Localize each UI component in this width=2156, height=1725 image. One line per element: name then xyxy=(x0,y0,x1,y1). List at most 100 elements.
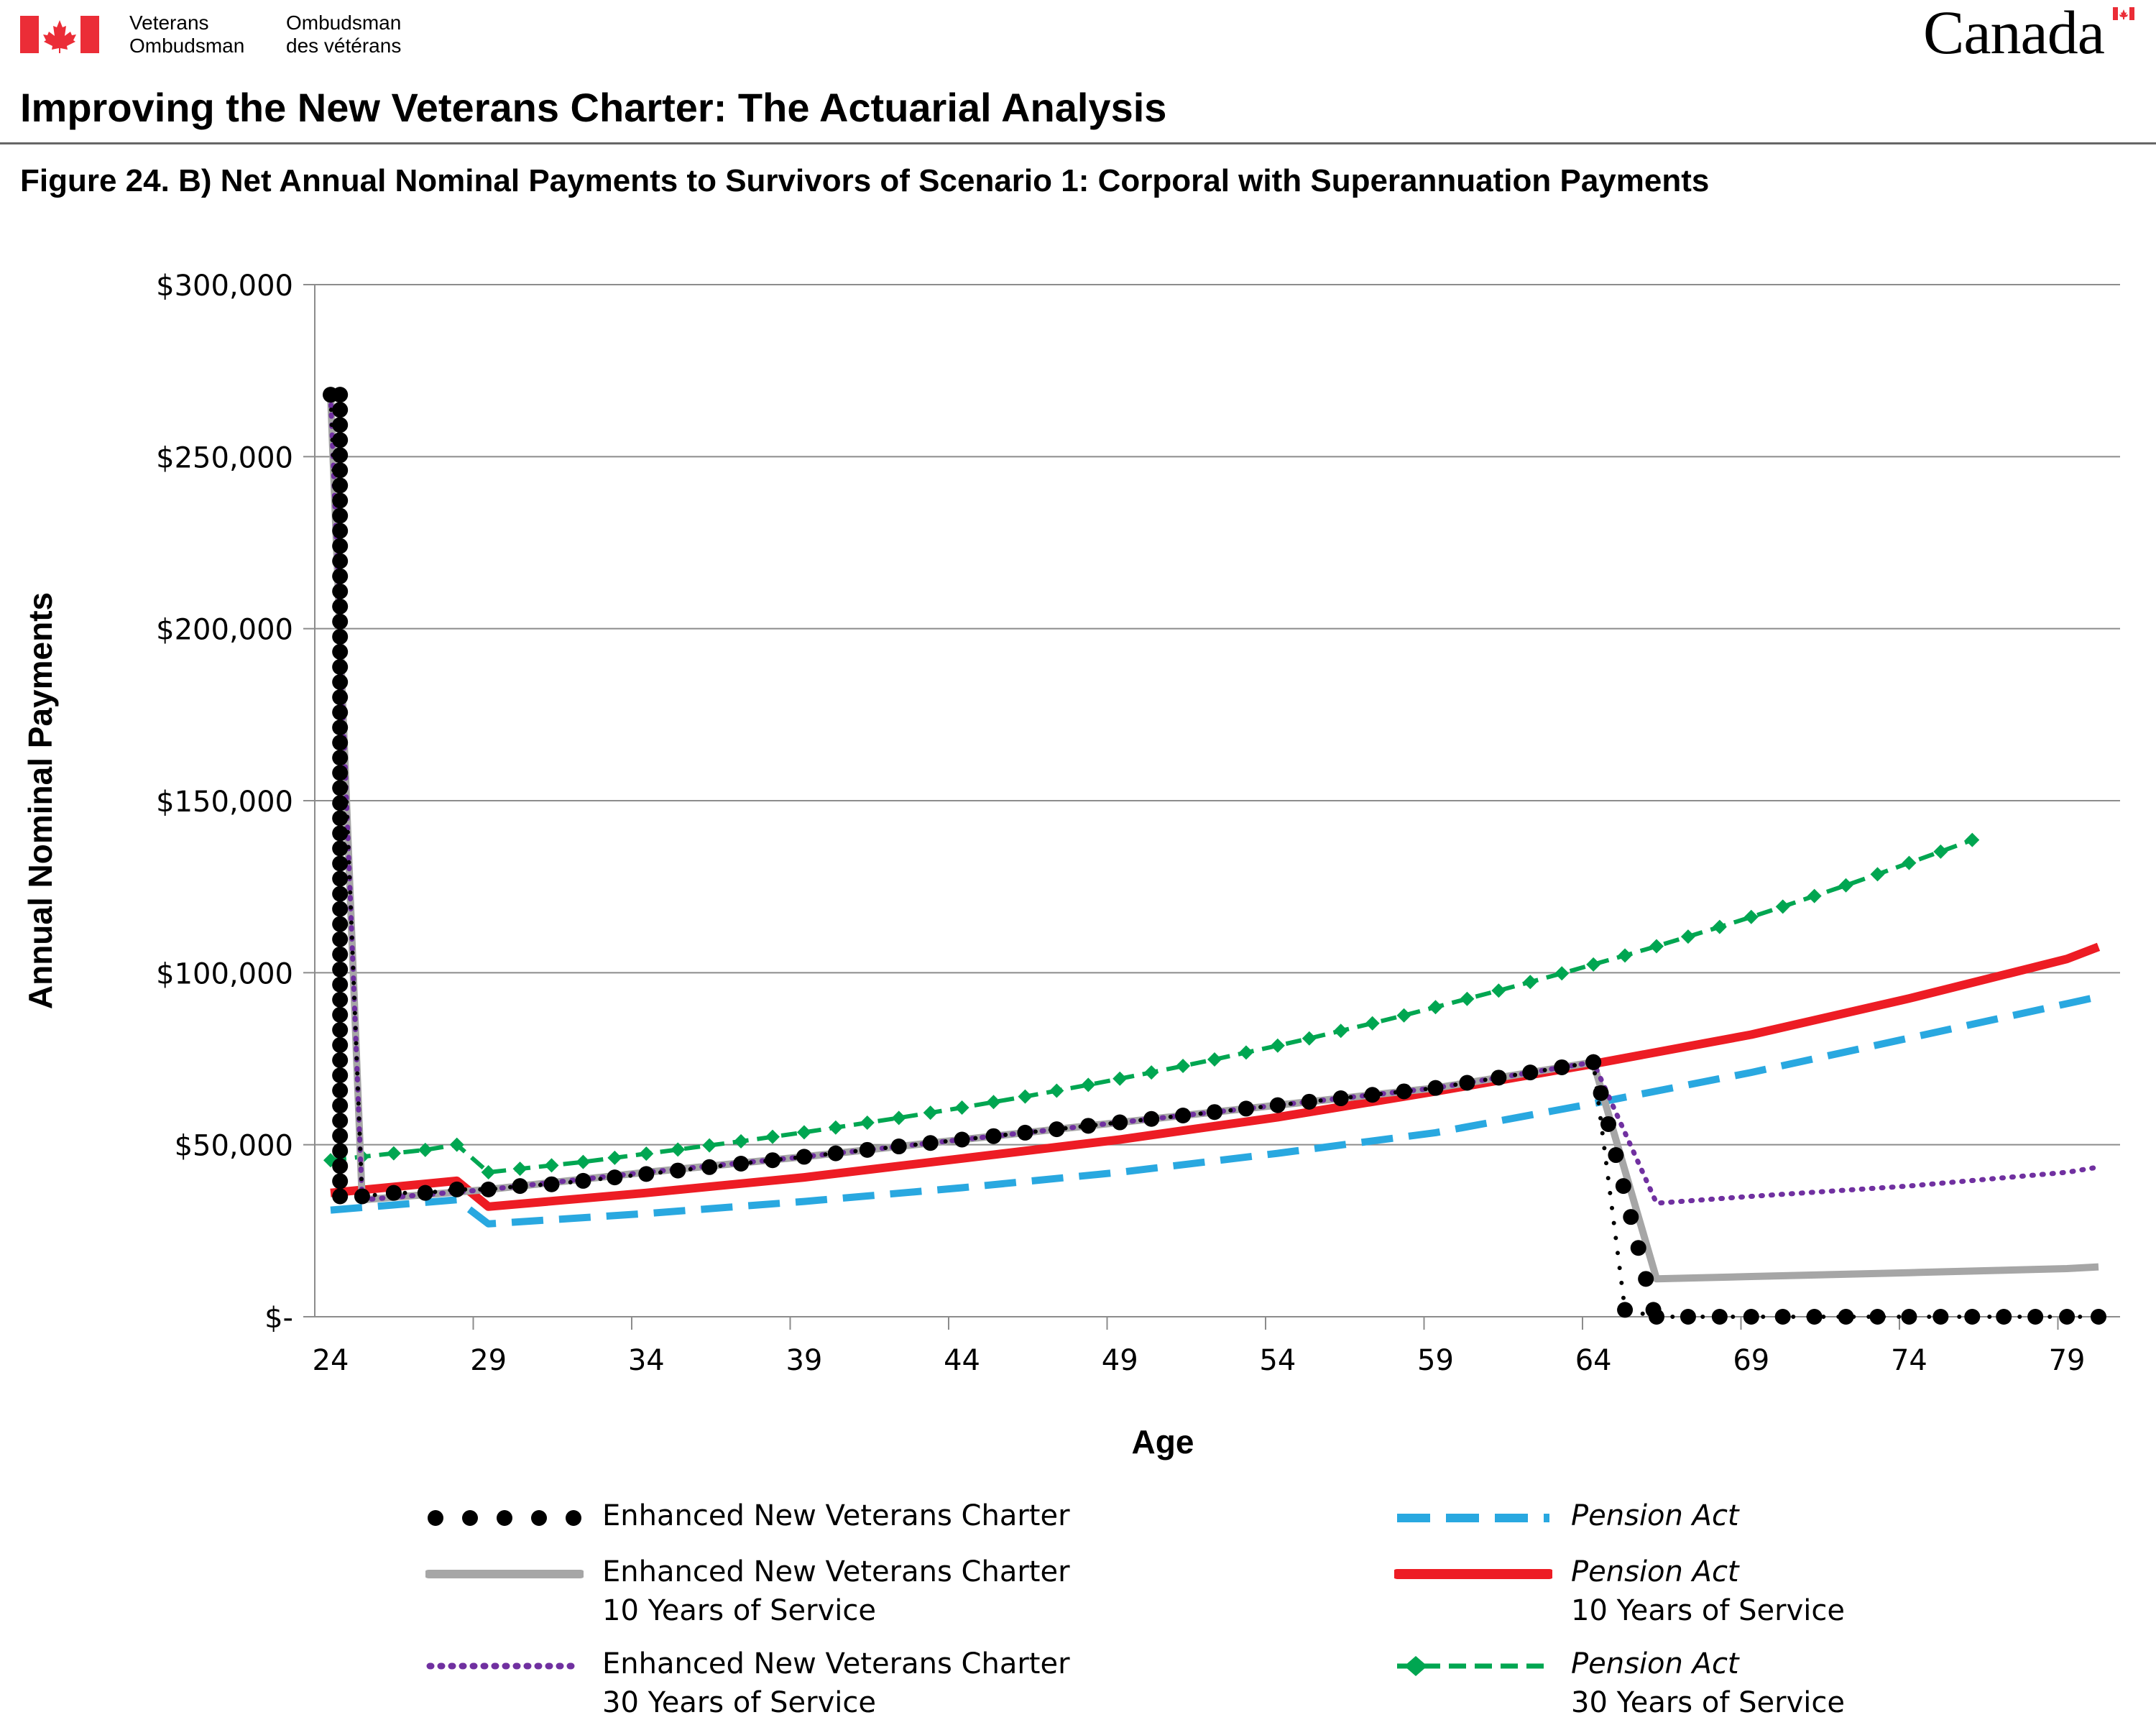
data-point xyxy=(733,1155,750,1172)
data-point xyxy=(1638,1271,1654,1287)
data-point xyxy=(796,1149,812,1165)
data-point xyxy=(332,402,349,418)
legend-label: Enhanced New Veterans Charter xyxy=(602,1496,1070,1535)
data-point xyxy=(1554,966,1570,981)
org-name-english: Veterans Ombudsman xyxy=(129,12,244,58)
data-point xyxy=(1144,1065,1159,1080)
y-tick-label: $- xyxy=(264,1302,293,1335)
legend-swatch xyxy=(1397,1656,1549,1676)
org-name-english-line1: Veterans xyxy=(129,12,209,34)
data-point xyxy=(734,1133,749,1149)
data-point xyxy=(1238,1100,1254,1117)
data-point xyxy=(1333,1024,1348,1039)
series-line xyxy=(330,942,2101,1211)
data-point xyxy=(332,568,349,584)
data-point xyxy=(332,704,349,721)
data-point xyxy=(1617,1302,1634,1318)
data-point xyxy=(702,1138,717,1153)
data-point xyxy=(639,1146,654,1162)
data-point xyxy=(1965,832,1980,847)
data-point xyxy=(354,1188,370,1205)
series-2 xyxy=(328,392,2101,1206)
data-point xyxy=(543,1176,560,1192)
data-point xyxy=(2027,1309,2044,1325)
data-point xyxy=(332,1006,349,1023)
data-point xyxy=(332,946,349,962)
data-point xyxy=(1176,1059,1191,1074)
data-point xyxy=(481,1164,496,1179)
data-point xyxy=(1608,1147,1624,1164)
data-point xyxy=(1018,1089,1033,1104)
legend-label-name: Enhanced New Veterans Charter xyxy=(602,1555,1070,1588)
org-name-french: Ombudsman des vétérans xyxy=(286,12,401,58)
data-point xyxy=(332,976,349,993)
x-axis-title: Age xyxy=(1132,1423,1194,1460)
data-point xyxy=(332,1082,349,1099)
legend-swatch xyxy=(426,1662,584,1670)
legend-swatch xyxy=(1394,1569,1552,1579)
series-line xyxy=(328,392,2101,1206)
data-point xyxy=(1630,1240,1646,1256)
y-axis-ticks: $- $50,000 $100,000 $150,000 $200,000 $250,00… xyxy=(156,270,315,1335)
legend-label: Pension Act xyxy=(1571,1496,1739,1535)
legend-label-name: Enhanced New Veterans Charter xyxy=(602,1647,1070,1680)
org-name-french-line1: Ombudsman xyxy=(286,12,402,34)
data-point xyxy=(1774,1309,1791,1325)
data-point xyxy=(332,613,349,630)
legend-label-name: Pension Act xyxy=(1571,1555,1739,1588)
data-point xyxy=(1207,1104,1222,1121)
data-point xyxy=(1623,1209,1639,1225)
y-tick-label: $150,000 xyxy=(156,786,293,819)
data-point xyxy=(332,523,349,539)
data-point xyxy=(332,901,349,917)
data-point xyxy=(1269,1097,1286,1113)
data-point xyxy=(332,1021,349,1038)
legend-label-detail: 30 Years of Service xyxy=(1571,1686,1845,1719)
data-point xyxy=(1743,1309,1759,1325)
chart-series xyxy=(323,387,2106,1325)
page-header: Veterans Ombudsman Ombudsman des vétéran… xyxy=(0,0,2156,72)
data-point xyxy=(1807,888,1822,903)
data-point xyxy=(332,1052,349,1069)
data-point xyxy=(332,991,349,1008)
data-point xyxy=(332,432,349,448)
data-point xyxy=(1427,1080,1444,1096)
data-point xyxy=(859,1141,875,1158)
data-point xyxy=(1711,1309,1728,1325)
x-axis-ticks: 24 29 34 39 44 49 54 59 64 69 74 79 xyxy=(313,1317,2086,1377)
data-point xyxy=(860,1116,875,1131)
legend-label-detail: 30 Years of Service xyxy=(602,1686,876,1719)
data-point xyxy=(1396,1008,1411,1023)
data-point xyxy=(332,916,349,932)
data-point xyxy=(332,1158,349,1174)
data-point xyxy=(1593,1085,1609,1101)
data-point xyxy=(332,825,349,842)
data-point xyxy=(512,1162,528,1177)
x-tick-label: 74 xyxy=(1891,1344,1927,1377)
org-name-english-line2: Ombudsman xyxy=(129,34,245,57)
data-point xyxy=(2091,1309,2106,1325)
data-point xyxy=(891,1110,906,1126)
data-point xyxy=(332,387,349,403)
data-point xyxy=(576,1154,591,1169)
data-point xyxy=(1207,1052,1222,1067)
data-point xyxy=(827,1145,844,1162)
data-point xyxy=(480,1181,497,1197)
data-point xyxy=(1870,867,1885,882)
data-point xyxy=(386,1146,401,1161)
y-axis-title: Annual Nominal Payments xyxy=(22,592,59,1009)
data-point xyxy=(986,1095,1001,1110)
data-point xyxy=(1806,1309,1823,1325)
data-point xyxy=(385,1184,402,1201)
legend-label: Pension Act 30 Years of Service xyxy=(1571,1644,1845,1722)
data-point xyxy=(985,1128,1002,1144)
data-point xyxy=(828,1120,843,1135)
data-point xyxy=(1901,1309,1917,1325)
data-point xyxy=(332,462,349,479)
data-point xyxy=(332,1188,349,1205)
legend-label-name: Pension Act xyxy=(1571,1647,1739,1680)
data-point xyxy=(332,931,349,947)
data-point xyxy=(1964,1309,1981,1325)
data-point xyxy=(1649,939,1664,954)
data-point xyxy=(1143,1110,1160,1127)
